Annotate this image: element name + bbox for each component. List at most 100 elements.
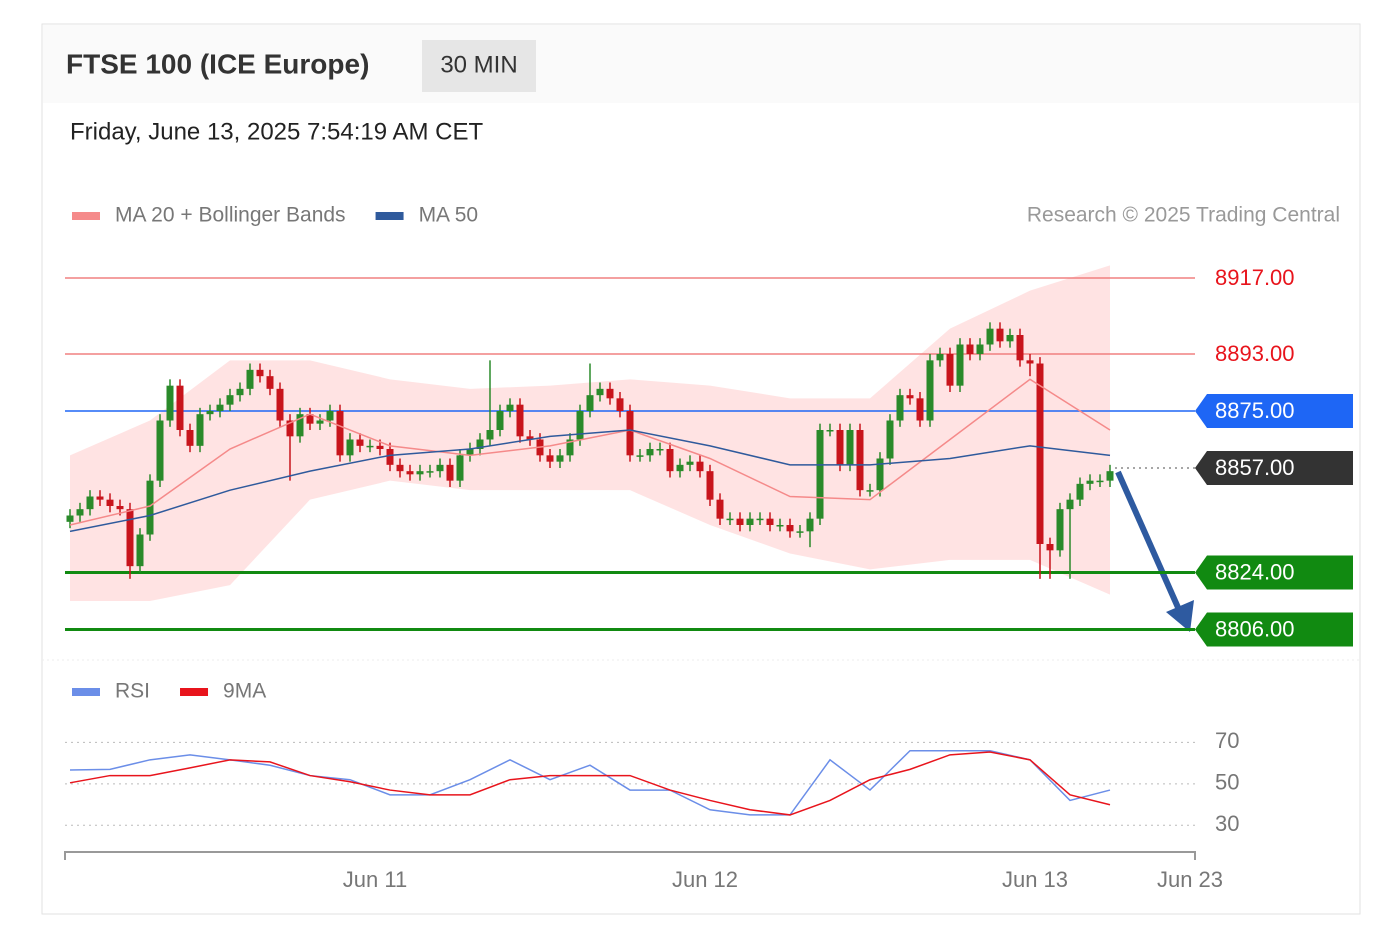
candle-body	[856, 430, 864, 491]
interval: 30 MIN	[440, 51, 517, 78]
candle-body	[1106, 471, 1114, 481]
level-label: 8857.00	[1215, 455, 1295, 480]
candle-body	[296, 414, 304, 437]
candle-body	[326, 411, 334, 421]
candle-body	[956, 344, 964, 386]
candle-body	[786, 525, 794, 532]
ma-line	[69, 429, 1111, 533]
forecast-arrowhead	[1166, 600, 1194, 632]
candle-body	[176, 385, 184, 430]
candle-body	[916, 398, 924, 421]
candle-body	[1036, 363, 1044, 544]
candle-body	[376, 445, 384, 449]
candle-body	[676, 464, 684, 472]
candle-body	[486, 430, 494, 440]
credit: Research © 2025 Trading Central	[1027, 204, 1340, 227]
candle-body	[466, 449, 474, 456]
candle-body	[666, 449, 674, 472]
candle-body	[866, 490, 874, 492]
candle-body	[746, 518, 754, 525]
candle-body	[206, 411, 214, 415]
ma-line	[69, 378, 1111, 526]
candle-body	[316, 420, 324, 424]
candle-body	[766, 518, 774, 525]
candle-body	[166, 385, 174, 421]
candle-body	[796, 531, 804, 533]
candle-body	[356, 439, 364, 446]
candle-body	[736, 518, 744, 525]
candle-body	[96, 496, 104, 500]
candle-body	[336, 411, 344, 456]
candle-body	[226, 395, 234, 405]
rsi-line	[69, 751, 1111, 816]
candle-body	[266, 376, 274, 389]
candle-body	[626, 411, 634, 456]
candle-body	[216, 404, 224, 411]
candle-body	[76, 509, 84, 516]
rsi-line	[69, 749, 1111, 816]
candle-body	[136, 534, 144, 567]
candle-body	[846, 430, 854, 465]
candle-body	[446, 464, 454, 481]
candle-body	[1056, 509, 1064, 551]
legend-swatch	[180, 688, 209, 696]
candle-body	[876, 458, 884, 491]
candle-body	[696, 461, 704, 472]
candle-body	[416, 471, 424, 475]
level-label: 8806.00	[1215, 616, 1295, 641]
candle-body	[806, 518, 814, 532]
candle-body	[816, 430, 824, 519]
candle-body	[946, 354, 954, 386]
candle-body	[346, 439, 354, 456]
forecast-arrow	[1115, 470, 1183, 614]
candle-body	[1026, 360, 1034, 364]
candle-body	[506, 404, 514, 411]
candle-body	[556, 455, 564, 462]
candle-body	[756, 518, 764, 521]
candle-body	[186, 430, 194, 446]
candle-body	[1096, 480, 1104, 483]
candle-body	[276, 388, 284, 421]
candle-body	[146, 480, 154, 535]
candle-body	[1086, 480, 1094, 484]
candle-body	[836, 430, 844, 465]
candle-body	[546, 455, 554, 462]
candle-body	[156, 420, 164, 481]
candle-body	[366, 445, 374, 448]
candle-body	[976, 344, 984, 354]
x-tick-label: Jun 13	[1002, 867, 1068, 892]
legend-label: RSI	[115, 680, 150, 703]
x-tick-label: Jun 12	[672, 867, 738, 892]
candle-body	[386, 449, 394, 465]
candle-body	[906, 395, 914, 399]
candle-body	[256, 369, 264, 377]
candle-body	[966, 344, 974, 354]
candle-body	[396, 464, 404, 472]
candle-body	[1076, 483, 1084, 500]
candle-body	[996, 328, 1004, 342]
candle-body	[566, 439, 574, 456]
timestamp: Friday, June 13, 2025 7:54:19 AM CET	[70, 118, 483, 145]
candle-body	[706, 471, 714, 500]
candle-body	[286, 420, 294, 437]
header-bg	[43, 25, 1359, 103]
candle-body	[776, 525, 784, 527]
level-box	[1195, 451, 1353, 485]
candle-body	[1046, 544, 1054, 551]
candle-body	[476, 439, 484, 449]
level-box	[1195, 612, 1353, 647]
candle-body	[636, 455, 644, 457]
interval-badge	[422, 40, 536, 92]
candle-body	[526, 436, 534, 440]
x-axis	[64, 851, 1196, 860]
candle-body	[306, 414, 314, 424]
level-label: 8875.00	[1215, 398, 1295, 423]
candle-body	[616, 398, 624, 411]
level-label: 8893.00	[1215, 341, 1295, 366]
candle-body	[456, 455, 464, 481]
candle-body	[86, 496, 94, 510]
y-tick-label: 30	[1215, 811, 1239, 836]
candle-body	[1066, 499, 1074, 510]
candle-body	[576, 411, 584, 440]
